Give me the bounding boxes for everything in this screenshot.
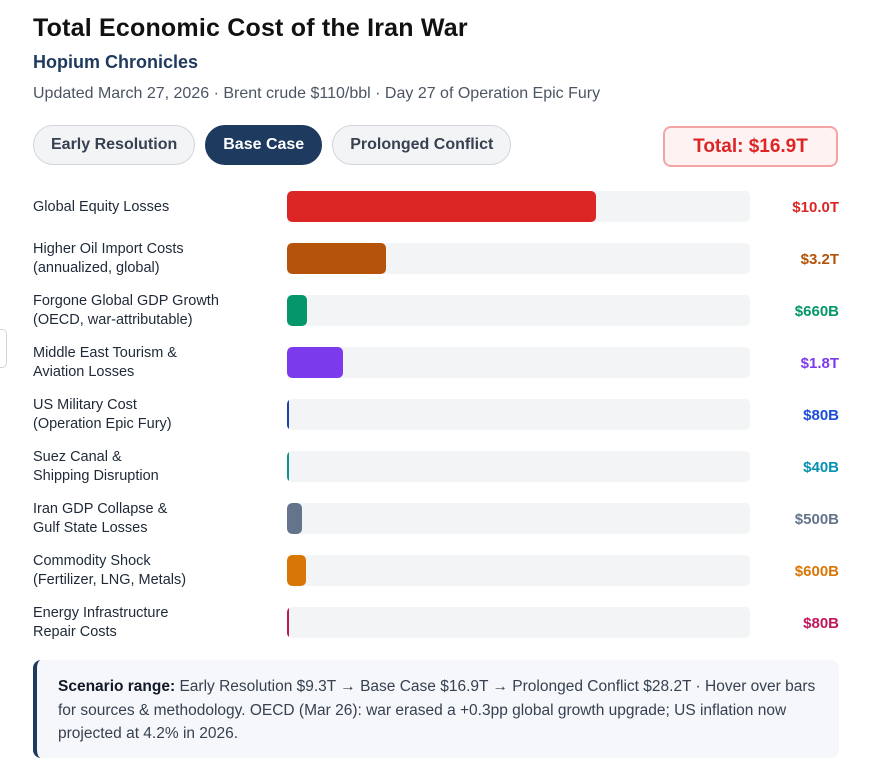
category-label: Energy Infrastructure Repair Costs — [33, 603, 273, 643]
value-label: $3.2T — [800, 250, 839, 268]
category-label-line: Forgone Global GDP Growth — [33, 293, 219, 309]
chart-row: Energy Infrastructure Repair Costs $80B — [0, 603, 873, 655]
category-label-lines: Iran GDP Collapse & Gulf State Losses — [33, 500, 167, 538]
bar-track — [287, 191, 750, 222]
chart-row: Global Equity Losses $10.0T — [0, 187, 873, 239]
bar[interactable] — [287, 451, 289, 482]
category-label-line: US Military Cost — [33, 397, 137, 413]
scenario-note-heading: Scenario range: — [58, 678, 176, 695]
chart-row: Suez Canal & Shipping Disruption $40B — [0, 447, 873, 499]
bar[interactable] — [287, 607, 289, 638]
bar[interactable] — [287, 295, 307, 326]
bar[interactable] — [287, 555, 306, 586]
cost-bar-chart: Global Equity Losses $10.0T Higher Oil Imp… — [0, 187, 873, 655]
bar[interactable] — [287, 243, 386, 274]
bar[interactable] — [287, 191, 596, 222]
category-label-lines: Forgone Global GDP Growth (OECD, war-attr… — [33, 292, 219, 330]
category-label-lines: Energy Infrastructure Repair Costs — [33, 604, 168, 642]
chart-row: Iran GDP Collapse & Gulf State Losses $500… — [0, 499, 873, 551]
category-label: Commodity Shock (Fertilizer, LNG, Metals) — [33, 551, 273, 591]
category-label: Middle East Tourism & Aviation Losses — [33, 343, 273, 383]
chart-row: Higher Oil Import Costs (annualized, glob… — [0, 239, 873, 291]
tab-base-case[interactable]: Base Case — [205, 125, 323, 165]
bar-track — [287, 243, 750, 274]
value-label: $660B — [794, 302, 839, 320]
category-label: Global Equity Losses — [33, 187, 273, 227]
category-label-lines: Global Equity Losses — [33, 198, 169, 217]
value-label: $40B — [803, 458, 839, 476]
value-label: $1.8T — [800, 354, 839, 372]
bar-track — [287, 295, 750, 326]
scenario-tabs: Early Resolution Base Case Prolonged Con… — [33, 125, 512, 165]
bar-track — [287, 555, 750, 586]
scenario-note: Scenario range: Early Resolution $9.3T →… — [33, 660, 839, 758]
bar[interactable] — [287, 503, 302, 534]
publication-name: Hopium Chronicles — [33, 52, 199, 72]
chart-row: Commodity Shock (Fertilizer, LNG, Metals)… — [0, 551, 873, 603]
category-label-line: Gulf State Losses — [33, 520, 148, 536]
update-meta: Updated March 27, 2026 · Brent crude $11… — [33, 85, 601, 102]
category-label-line: Higher Oil Import Costs — [33, 241, 184, 257]
value-label: $80B — [803, 406, 839, 424]
category-label-line: (annualized, global) — [33, 260, 160, 276]
category-label-lines: Higher Oil Import Costs (annualized, glob… — [33, 240, 184, 278]
page-title: Total Economic Cost of the Iran War — [33, 14, 468, 42]
category-label: Suez Canal & Shipping Disruption — [33, 447, 273, 487]
category-label: Forgone Global GDP Growth (OECD, war-attr… — [33, 291, 273, 331]
tab-early-resolution[interactable]: Early Resolution — [33, 125, 196, 165]
bar-track — [287, 399, 750, 430]
category-label-line: Iran GDP Collapse & — [33, 501, 168, 517]
category-label-line: Commodity Shock — [33, 553, 151, 569]
total-badge: Total: $16.9T — [663, 126, 838, 167]
category-label-line: (Fertilizer, LNG, Metals) — [33, 572, 187, 588]
category-label-line: Suez Canal & — [33, 449, 122, 465]
category-label: Higher Oil Import Costs (annualized, glob… — [33, 239, 273, 279]
category-label-lines: US Military Cost (Operation Epic Fury) — [33, 396, 172, 434]
tab-prolonged-conflict[interactable]: Prolonged Conflict — [332, 125, 512, 165]
category-label-line: Middle East Tourism & — [33, 345, 177, 361]
bar-track — [287, 607, 750, 638]
category-label-line: Shipping Disruption — [33, 468, 159, 484]
scenario-note-text: Early Resolution $9.3T → Base Case $16.9… — [58, 678, 816, 742]
category-label-line: Aviation Losses — [33, 364, 135, 380]
category-label-lines: Suez Canal & Shipping Disruption — [33, 448, 159, 486]
category-label: US Military Cost (Operation Epic Fury) — [33, 395, 273, 435]
value-label: $10.0T — [792, 198, 839, 216]
category-label-lines: Middle East Tourism & Aviation Losses — [33, 344, 177, 382]
category-label-line: Energy Infrastructure — [33, 605, 169, 621]
bar[interactable] — [287, 399, 289, 430]
category-label-line: (OECD, war-attributable) — [33, 312, 193, 328]
chart-row: Middle East Tourism & Aviation Losses $1.8… — [0, 343, 873, 395]
chart-row: Forgone Global GDP Growth (OECD, war-attr… — [0, 291, 873, 343]
value-label: $600B — [794, 562, 839, 580]
bar-track — [287, 347, 750, 378]
category-label-line: Repair Costs — [33, 624, 117, 640]
value-label: $500B — [794, 510, 839, 528]
bar[interactable] — [287, 347, 343, 378]
bar-track — [287, 451, 750, 482]
category-label-line: Global Equity Losses — [33, 198, 170, 215]
category-label-line: (Operation Epic Fury) — [33, 416, 172, 432]
bar-track — [287, 503, 750, 534]
chart-row: US Military Cost (Operation Epic Fury) $80… — [0, 395, 873, 447]
value-label: $80B — [803, 614, 839, 632]
side-panel-handle[interactable] — [0, 329, 7, 368]
category-label-lines: Commodity Shock (Fertilizer, LNG, Metals) — [33, 552, 186, 590]
category-label: Iran GDP Collapse & Gulf State Losses — [33, 499, 273, 539]
